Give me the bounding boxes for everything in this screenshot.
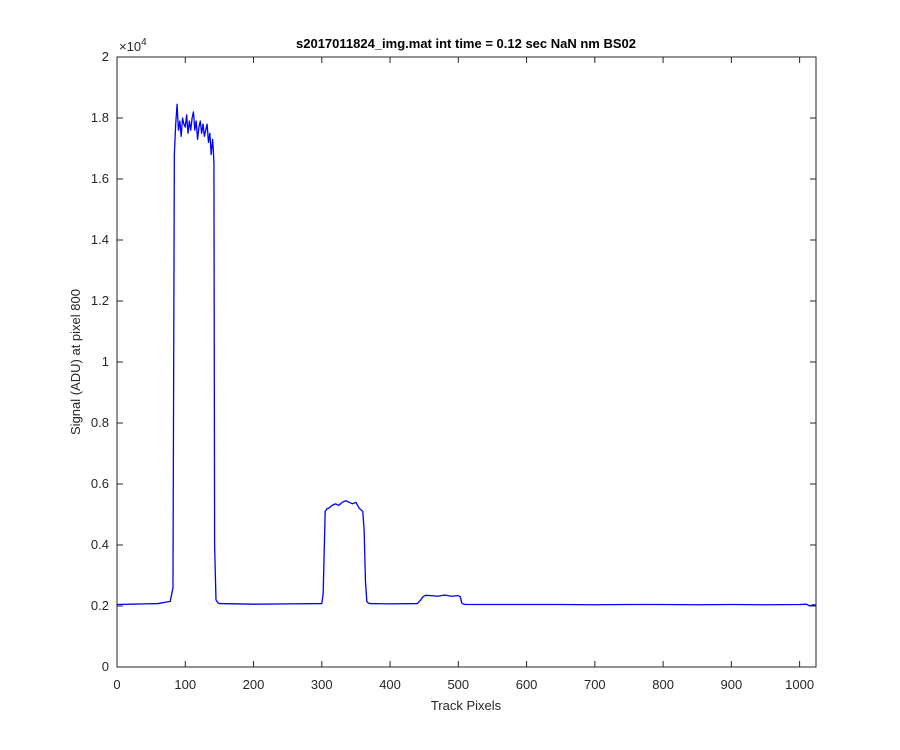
y-exponent-label: ×104 [119, 37, 147, 54]
x-tick-label: 500 [447, 677, 469, 692]
y-tick-label: 1.4 [91, 232, 109, 247]
y-axis-label: Signal (ADU) at pixel 800 [68, 289, 83, 435]
y-exponent-base: ×10 [119, 39, 141, 54]
y-tick-label: 1 [102, 354, 109, 369]
x-tick-label: 400 [379, 677, 401, 692]
y-tick-label: 0.4 [91, 537, 109, 552]
y-tick-label: 1.6 [91, 171, 109, 186]
series-line [116, 103, 817, 607]
y-tick-label: 1.2 [91, 293, 109, 308]
y-tick-label: 0.8 [91, 415, 109, 430]
x-tick-label: 900 [721, 677, 743, 692]
x-tick-label: 300 [311, 677, 333, 692]
y-tick-label: 2 [102, 49, 109, 64]
y-tick-label: 0.2 [91, 598, 109, 613]
x-tick-label: 200 [243, 677, 265, 692]
y-tick-label: 1.8 [91, 110, 109, 125]
y-tick-label: 0 [102, 659, 109, 674]
axis-ticks: 0 100 200 300 400 500 600 700 800 900 1000 0 0.2 0.4 0… [91, 49, 816, 692]
x-tick-label: 700 [584, 677, 606, 692]
x-axis-label: Track Pixels [431, 698, 502, 713]
plot-area [116, 56, 817, 668]
chart-title: s2017011824_img.mat int time = 0.12 sec … [296, 36, 636, 51]
x-tick-label: 600 [516, 677, 538, 692]
y-tick-label: 0.6 [91, 476, 109, 491]
data-series [116, 103, 817, 607]
x-tick-label: 100 [174, 677, 196, 692]
x-tick-label: 0 [113, 677, 120, 692]
x-tick-label: 800 [652, 677, 674, 692]
y-exponent-power: 4 [141, 37, 147, 48]
x-tick-label: 1000 [785, 677, 814, 692]
